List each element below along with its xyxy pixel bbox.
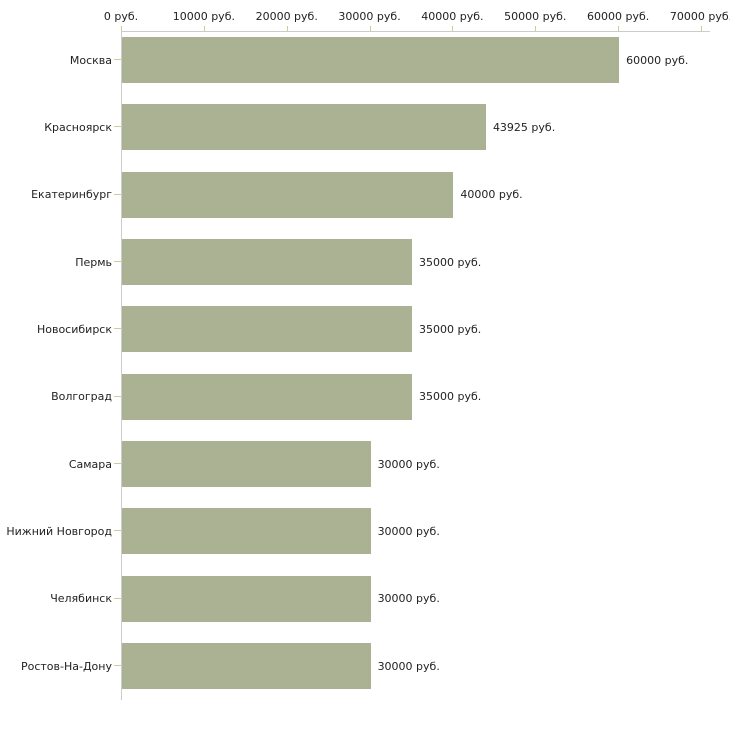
bar-row: Волгоград 35000 руб. [0, 368, 730, 435]
x-tick-label: 50000 руб. [504, 10, 567, 23]
x-tick-mark [286, 26, 288, 31]
value-label: 30000 руб. [377, 457, 440, 471]
y-tick-mark [114, 328, 121, 330]
bar-row: Красноярск 43925 руб. [0, 98, 730, 165]
x-tick-mark [121, 26, 122, 31]
bar-row: Ростов-На-Дону 30000 руб. [0, 637, 730, 704]
category-label: Екатеринбург [31, 188, 112, 202]
value-label: 60000 руб. [626, 53, 689, 67]
x-tick-label: 60000 руб. [587, 10, 650, 23]
x-tick-label: 20000 руб. [255, 10, 318, 23]
category-label: Челябинск [50, 592, 112, 606]
x-tick-mark [369, 26, 371, 31]
bar [122, 441, 371, 488]
bar [122, 373, 412, 420]
value-label: 35000 руб. [419, 390, 482, 404]
category-label: Ростов-На-Дону [20, 659, 112, 673]
x-tick-label: 30000 руб. [338, 10, 401, 23]
y-tick-mark [114, 597, 121, 599]
bar [122, 37, 620, 83]
y-tick-mark [114, 463, 121, 465]
plot-area: Москва 60000 руб. Красноярск 43925 руб. Екат… [0, 31, 730, 704]
x-tick-label: 70000 руб. [669, 10, 730, 23]
x-tick-mark [452, 26, 454, 31]
value-label: 30000 руб. [377, 592, 440, 606]
bar [122, 104, 486, 151]
x-tick-mark [701, 26, 702, 31]
category-label: Москва [69, 53, 112, 67]
bar [122, 239, 412, 286]
y-tick-mark [114, 530, 121, 532]
y-tick-mark [114, 59, 121, 60]
bar-row: Новосибирск 35000 руб. [0, 300, 730, 367]
category-label: Самара [68, 457, 112, 471]
bar [122, 306, 412, 353]
value-label: 43925 руб. [492, 120, 556, 134]
x-tick-label: 40000 руб. [421, 10, 484, 23]
bar-row: Челябинск 30000 руб. [0, 570, 730, 637]
y-axis-line [121, 31, 122, 700]
x-tick-mark [618, 26, 620, 31]
x-tick-label: 10000 руб. [172, 10, 235, 23]
y-tick-mark [114, 261, 121, 263]
value-label: 35000 руб. [419, 255, 482, 269]
x-axis-line [121, 31, 710, 32]
value-label: 30000 руб. [377, 524, 440, 538]
x-tick-mark [535, 26, 537, 31]
value-label: 40000 руб. [460, 188, 523, 202]
bar-row: Нижний Новгород 30000 руб. [0, 502, 730, 569]
x-tick-mark [203, 26, 205, 31]
value-label: 35000 руб. [419, 322, 482, 336]
category-label: Красноярск [44, 120, 112, 134]
y-tick-mark [114, 665, 121, 667]
bar-row: Пермь 35000 руб. [0, 233, 730, 300]
category-label: Пермь [75, 255, 112, 269]
category-label: Волгоград [51, 390, 112, 404]
bar-row: Екатеринбург 40000 руб. [0, 166, 730, 233]
y-tick-mark [114, 395, 121, 397]
bar-row: Москва 60000 руб. [0, 31, 730, 98]
category-label: Нижний Новгород [6, 524, 112, 538]
bar [122, 643, 371, 690]
value-label: 30000 руб. [377, 659, 440, 673]
y-tick-mark [114, 126, 121, 128]
bar [122, 575, 371, 622]
category-label: Новосибирск [36, 322, 112, 336]
x-tick-label: 0 руб. [103, 10, 139, 23]
bar [122, 508, 371, 555]
y-tick-mark [114, 193, 121, 195]
bar [122, 171, 454, 218]
bar-row: Самара 30000 руб. [0, 435, 730, 502]
